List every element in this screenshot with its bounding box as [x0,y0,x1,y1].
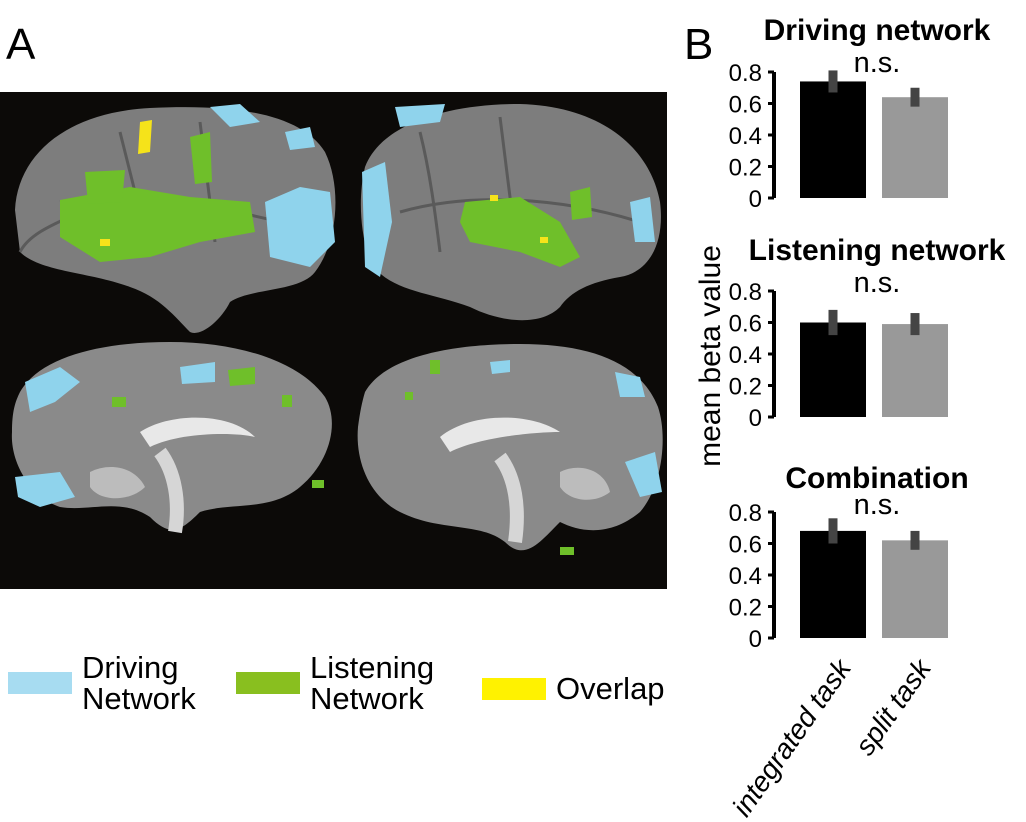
bar-split-task [882,97,948,198]
y-tick-label: 0.2 [729,374,762,401]
significance-annotation: n.s. [854,47,901,79]
legend-line-2: Network [82,681,196,716]
panel-a-label: A [6,20,36,69]
legend-line-2: Network [310,681,424,716]
brain-left-lateral [15,104,336,333]
x-category-label: integrated task [726,652,858,822]
brain-left-medial [11,342,332,534]
y-tick-label: 0.4 [729,563,762,590]
bar-integrated-task [800,530,866,638]
bar-integrated-task [800,322,866,417]
y-tick-label: 0 [749,405,762,432]
driving-network-swatch [8,672,72,694]
listening-network-swatch [236,672,300,694]
y-tick-label: 0.4 [729,123,762,150]
legend-line-1: Driving [82,650,179,685]
legend-label: Overlap [556,673,665,704]
y-tick-label: 0 [749,626,762,653]
x-category-label: split task [849,652,938,761]
brain-surface-image [0,92,667,589]
bar-integrated-task [800,81,866,198]
y-tick-label: 0.8 [729,279,762,306]
subplot-title: Combination [785,462,968,495]
brain-right-medial [357,344,663,555]
legend-listening-network: Listening Network [236,652,434,714]
subplot-title: Driving network [764,14,991,47]
y-tick-label: 0.8 [729,500,762,527]
significance-annotation: n.s. [854,489,901,521]
legend-label: Listening Network [310,652,434,714]
y-tick-label: 0.8 [729,60,762,87]
y-tick-label: 0.6 [729,532,762,559]
bar-split-task [882,324,948,417]
panel-b-label: B [684,20,714,69]
legend-label: Driving Network [82,652,196,714]
y-axis-label: mean beta value [694,245,727,467]
bar-split-task [882,540,948,638]
subplot-title: Listening network [749,234,1006,267]
bar-charts: Driving networkn.s.0.80.60.40.20Listenin… [694,14,1006,822]
brain-renderings [11,104,663,555]
brain-right-lateral [360,104,661,321]
legend-line-1: Overlap [556,671,665,706]
legend-overlap: Overlap [482,673,665,704]
y-tick-label: 0.6 [729,311,762,338]
overlap-swatch [482,677,546,700]
y-tick-label: 0 [749,186,762,213]
legend-line-1: Listening [310,650,435,685]
y-tick-label: 0.2 [729,595,762,622]
y-tick-label: 0.4 [729,342,762,369]
y-tick-label: 0.2 [729,155,762,182]
significance-annotation: n.s. [854,267,901,299]
y-tick-label: 0.6 [729,92,762,119]
legend-driving-network: Driving Network [8,652,196,714]
